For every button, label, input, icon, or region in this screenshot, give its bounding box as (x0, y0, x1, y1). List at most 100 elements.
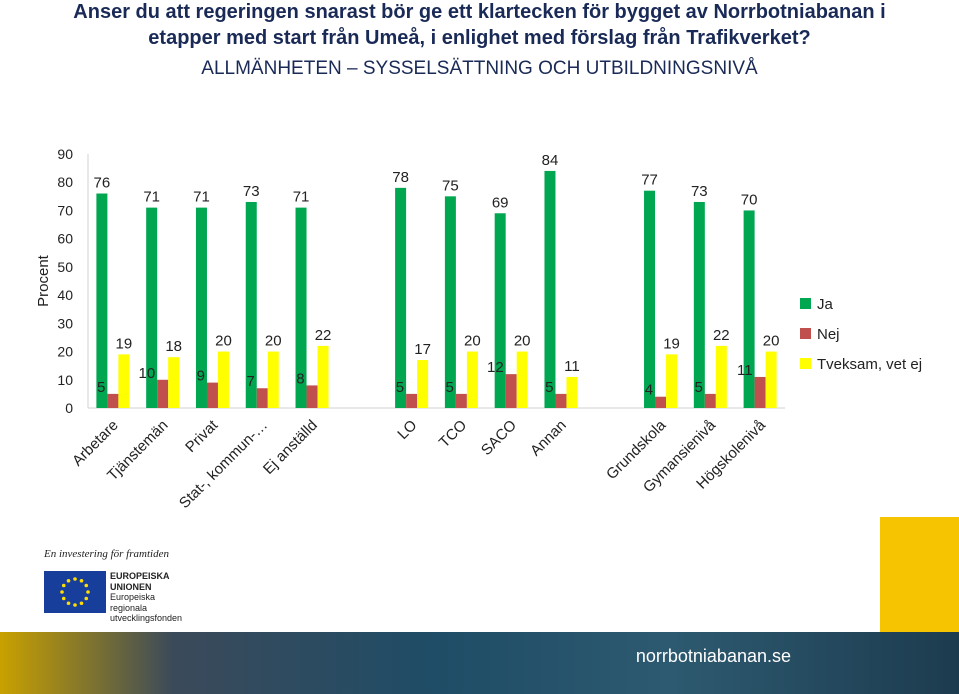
chart-title-line-1: Anser du att regeringen snarast bör ge e… (73, 1, 886, 23)
bar-tveksam, (168, 357, 180, 408)
eu-star (84, 596, 89, 601)
data-label: 20 (514, 333, 531, 350)
data-label: 12 (487, 359, 504, 376)
legend-swatch (800, 358, 811, 369)
data-label: 77 (641, 172, 658, 189)
bar-tveksam, (715, 345, 727, 408)
bar-tveksam, (317, 345, 329, 408)
y-tick-label: 80 (57, 174, 73, 190)
decorative-yellow-band (880, 517, 959, 647)
data-label: 70 (741, 191, 758, 208)
legend-swatch (800, 328, 811, 339)
x-tick-label: TCO (436, 417, 470, 451)
data-label: 5 (396, 379, 404, 396)
bar-tveksam, (217, 351, 229, 408)
y-axis-label: Procent (35, 254, 52, 307)
bar-tveksam, (765, 351, 777, 408)
y-tick-label: 90 (57, 146, 73, 162)
bar-ja (245, 201, 257, 408)
x-tick-label: SACO (478, 417, 520, 459)
bar-ja (743, 210, 755, 408)
eu-logo-text: EUROPEISKA UNIONEN Europeiska regionala … (110, 571, 182, 624)
data-label: 17 (414, 341, 431, 358)
x-tick-label: Annan (527, 417, 570, 460)
bar-tveksam, (516, 351, 528, 408)
data-label: 5 (694, 379, 702, 396)
x-tick-label: Ej anställd (260, 417, 321, 478)
data-label: 10 (138, 365, 155, 382)
bar-nej (505, 374, 517, 408)
bar-nej (256, 388, 268, 408)
eu-star (84, 583, 89, 588)
y-tick-label: 50 (57, 259, 73, 275)
eu-flag-logo (44, 571, 106, 613)
bar-nej (655, 396, 667, 408)
eu-star (79, 601, 84, 606)
eu-text-line-4: regionala (110, 602, 148, 613)
decorative-photo-band (0, 632, 959, 694)
data-label: 71 (293, 189, 310, 206)
y-tick-label: 10 (57, 372, 73, 388)
data-label: 5 (97, 379, 105, 396)
bar-nej (555, 393, 567, 408)
data-label: 22 (713, 327, 730, 344)
bar-ja (693, 201, 705, 408)
eu-stars-icon (60, 577, 90, 607)
data-label: 84 (542, 152, 559, 169)
y-tick-label: 30 (57, 315, 73, 331)
data-label: 71 (193, 189, 210, 206)
bar-ja (544, 170, 556, 408)
eu-star (86, 590, 90, 594)
bar-tveksam, (566, 376, 578, 408)
eu-star (66, 578, 71, 583)
bar-ja (146, 207, 158, 408)
eu-star (61, 596, 66, 601)
bar-nej (107, 393, 119, 408)
bar-nej (455, 393, 467, 408)
data-label: 75 (442, 177, 459, 194)
eu-star (61, 583, 66, 588)
data-label: 69 (492, 194, 509, 211)
bar-ja (395, 187, 407, 408)
x-tick-label: LO (394, 417, 420, 443)
eu-star (79, 578, 84, 583)
bar-tveksam, (417, 360, 429, 408)
data-label: 20 (215, 333, 232, 350)
data-label: 20 (464, 333, 481, 350)
legend-label: Ja (817, 296, 834, 313)
bar-nej (306, 385, 318, 408)
x-tick-label: Privat (182, 416, 222, 456)
bar-ja (644, 190, 656, 408)
eu-text-line-3: Europeiska (110, 592, 156, 602)
data-label: 22 (315, 327, 332, 344)
y-tick-label: 60 (57, 231, 73, 247)
bar-ja (444, 196, 456, 408)
legend-swatch (800, 298, 811, 309)
data-label: 73 (691, 183, 708, 200)
data-label: 20 (265, 333, 282, 350)
data-label: 73 (243, 183, 260, 200)
bar-tveksam, (118, 354, 130, 408)
y-tick-label: 70 (57, 202, 73, 218)
data-label: 19 (116, 335, 133, 352)
bar-nej (206, 382, 218, 408)
data-label: 11 (564, 358, 580, 375)
footer-tagline: En investering för framtiden (44, 548, 169, 560)
eu-text-line-2: UNIONEN (110, 581, 152, 592)
data-label: 20 (763, 333, 780, 350)
data-label: 71 (143, 189, 160, 206)
bar-tveksam, (466, 351, 478, 408)
data-label: 4 (645, 382, 653, 399)
legend-label: Tveksam, vet ej (817, 356, 922, 373)
data-label: 9 (197, 368, 205, 385)
chart-subtitle: ALLMÄNHETEN – SYSSELSÄTTNING OCH UTBILDN… (201, 58, 758, 79)
eu-star (66, 601, 71, 606)
bar-tveksam, (666, 354, 678, 408)
eu-star (73, 577, 77, 581)
y-tick-label: 0 (65, 400, 73, 416)
data-label: 7 (246, 373, 254, 390)
chart-title-line-2: etapper med start från Umeå, i enlighet … (148, 27, 811, 49)
bar-nej (704, 393, 716, 408)
data-label: 78 (392, 169, 409, 186)
website-link[interactable]: norrbotniabanan.se (635, 646, 791, 666)
